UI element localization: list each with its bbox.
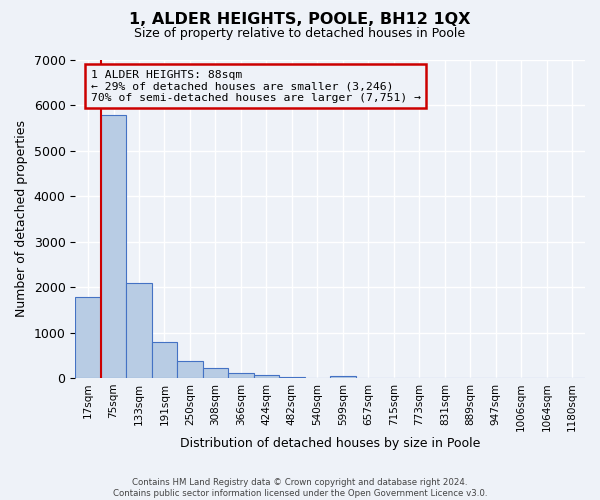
Bar <box>75 297 101 378</box>
Text: Contains HM Land Registry data © Crown copyright and database right 2024.
Contai: Contains HM Land Registry data © Crown c… <box>113 478 487 498</box>
Text: 1 ALDER HEIGHTS: 88sqm
← 29% of detached houses are smaller (3,246)
70% of semi-: 1 ALDER HEIGHTS: 88sqm ← 29% of detached… <box>91 70 421 102</box>
Bar <box>152 342 177 378</box>
Bar <box>203 368 228 378</box>
Bar <box>279 376 305 378</box>
X-axis label: Distribution of detached houses by size in Poole: Distribution of detached houses by size … <box>180 437 481 450</box>
Bar <box>228 373 254 378</box>
Bar <box>101 116 126 378</box>
Bar <box>177 361 203 378</box>
Y-axis label: Number of detached properties: Number of detached properties <box>15 120 28 318</box>
Bar <box>126 284 152 378</box>
Bar <box>330 376 356 378</box>
Bar <box>254 375 279 378</box>
Text: 1, ALDER HEIGHTS, POOLE, BH12 1QX: 1, ALDER HEIGHTS, POOLE, BH12 1QX <box>129 12 471 28</box>
Text: Size of property relative to detached houses in Poole: Size of property relative to detached ho… <box>134 28 466 40</box>
